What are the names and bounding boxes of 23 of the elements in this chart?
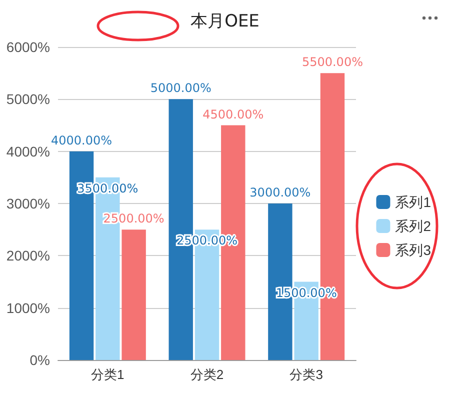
y-tick-label: 6000%: [6, 39, 50, 55]
bar: [122, 230, 146, 360]
data-label: 4000.00%: [51, 133, 112, 148]
data-label: 1500.00%: [276, 286, 337, 300]
data-label: 3500.00%: [77, 181, 138, 196]
y-tick-label: 3000%: [6, 196, 50, 212]
legend-label: 系列1: [395, 194, 432, 210]
data-label: 4500.00%: [202, 107, 264, 122]
y-tick-label: 0%: [30, 352, 50, 368]
x-tick-label: 分类3: [290, 367, 323, 382]
y-tick-label: 1000%: [6, 300, 50, 316]
y-tick-label: 5000%: [6, 91, 50, 108]
legend-label: 系列2: [395, 218, 432, 234]
data-label: 3000.00%: [250, 186, 311, 200]
legend-label: 系列3: [395, 242, 432, 258]
chart-title: 本月OEE: [190, 12, 260, 32]
y-tick-label: 2000%: [6, 248, 50, 264]
data-label: 5000.00%: [150, 81, 212, 96]
x-tick-label: 分类1: [91, 367, 124, 382]
y-tick-label: 4000%: [6, 143, 50, 160]
data-label: 5500.00%: [302, 55, 363, 70]
x-tick-label: 分类2: [190, 367, 224, 382]
data-label: 2500.00%: [176, 234, 238, 248]
